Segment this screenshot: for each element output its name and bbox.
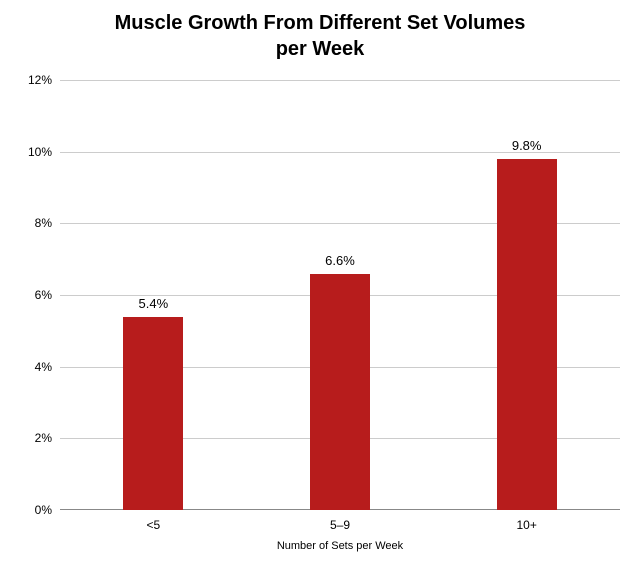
x-axis-title: Number of Sets per Week: [277, 540, 403, 552]
y-tick-label: 12%: [28, 73, 52, 87]
bar: 6.6%: [310, 274, 370, 511]
chart-title: Muscle Growth From Different Set Volumes…: [0, 10, 640, 62]
y-tick-label: 10%: [28, 145, 52, 159]
y-tick-label: 6%: [35, 288, 52, 302]
chart-container: Muscle Growth From Different Set Volumes…: [0, 0, 640, 568]
plot-area: Number of Sets per Week 0%2%4%6%8%10%12%…: [60, 80, 620, 510]
x-tick-label: 5–9: [330, 518, 350, 532]
bar: 9.8%: [497, 159, 557, 510]
y-tick-label: 4%: [35, 360, 52, 374]
chart-title-line: per Week: [0, 36, 640, 62]
bar-value-label: 6.6%: [325, 253, 355, 268]
y-tick-label: 8%: [35, 216, 52, 230]
gridline: [60, 80, 620, 81]
y-tick-label: 2%: [35, 431, 52, 445]
bar-value-label: 5.4%: [138, 296, 168, 311]
x-tick-label: 10+: [516, 518, 536, 532]
chart-title-line: Muscle Growth From Different Set Volumes: [0, 10, 640, 36]
bar: 5.4%: [123, 317, 183, 511]
bar-value-label: 9.8%: [512, 138, 542, 153]
x-tick-label: <5: [146, 518, 160, 532]
y-tick-label: 0%: [35, 503, 52, 517]
